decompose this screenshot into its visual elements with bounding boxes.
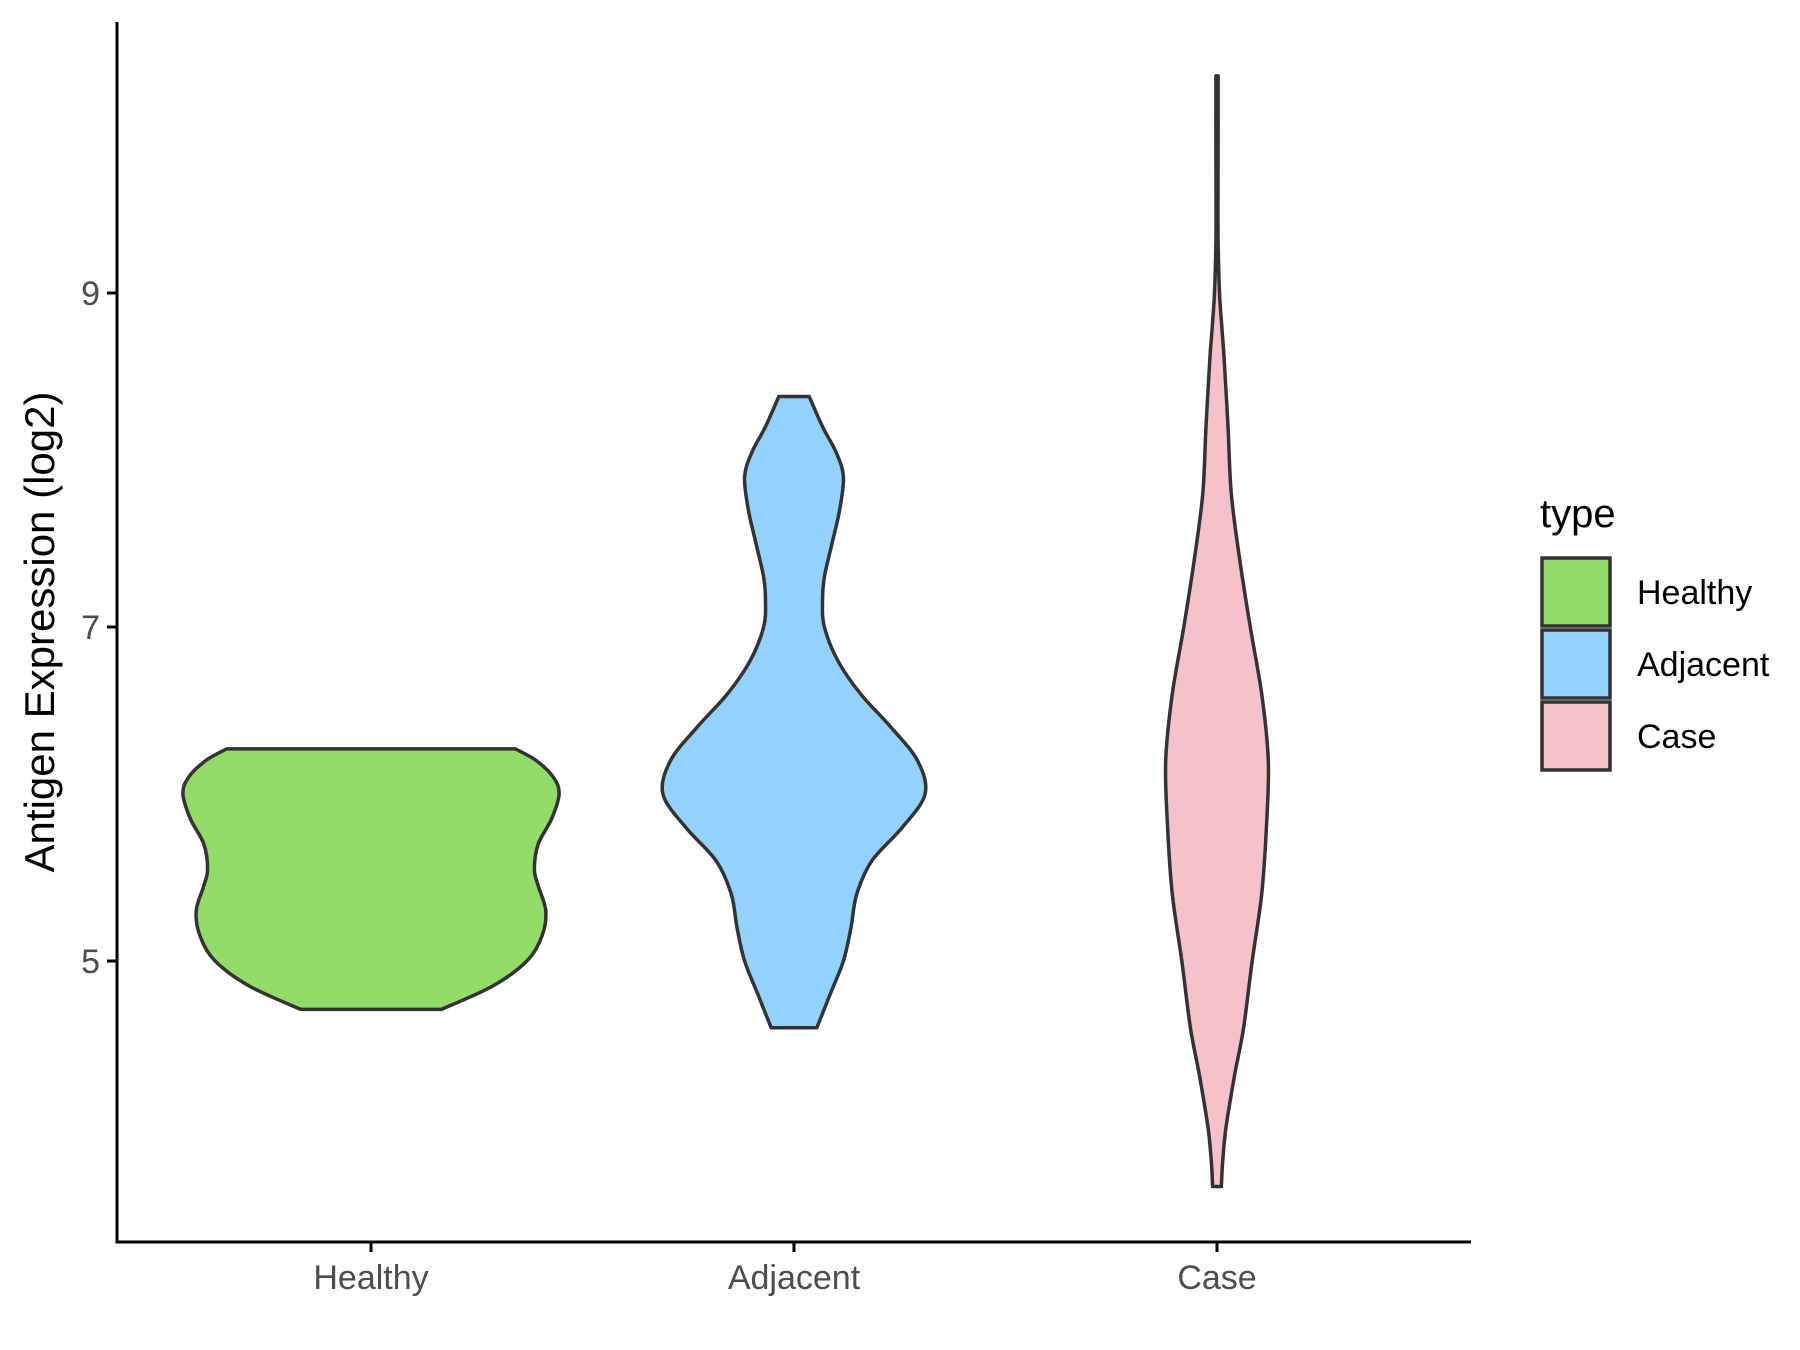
- x-tick-label-case: Case: [1177, 1259, 1256, 1297]
- y-axis-title: Antigen Expression (log2): [16, 392, 63, 873]
- y-axis-ticks: 5 7 9: [81, 275, 117, 981]
- y-tick-label-7: 7: [81, 609, 100, 647]
- violin-adjacent: [660, 394, 928, 1030]
- x-tick-label-healthy: Healthy: [313, 1259, 428, 1297]
- legend: type Healthy Adjacent Case: [1540, 492, 1770, 772]
- violin-layer: [181, 74, 1271, 1189]
- legend-swatch-case: [1540, 700, 1612, 772]
- legend-label-healthy: Healthy: [1637, 574, 1752, 612]
- legend-swatch-healthy: [1540, 556, 1612, 628]
- legend-title: type: [1540, 492, 1616, 536]
- violin-healthy: [181, 747, 561, 1012]
- legend-label-adjacent: Adjacent: [1637, 646, 1770, 684]
- legend-label-case: Case: [1637, 718, 1716, 756]
- violin-case: [1163, 74, 1271, 1189]
- y-tick-label-5: 5: [81, 943, 100, 981]
- y-tick-label-9: 9: [81, 275, 100, 313]
- x-tick-label-adjacent: Adjacent: [728, 1259, 861, 1297]
- x-axis-ticks: Healthy Adjacent Case: [313, 1242, 1257, 1297]
- legend-swatch-adjacent: [1540, 628, 1612, 700]
